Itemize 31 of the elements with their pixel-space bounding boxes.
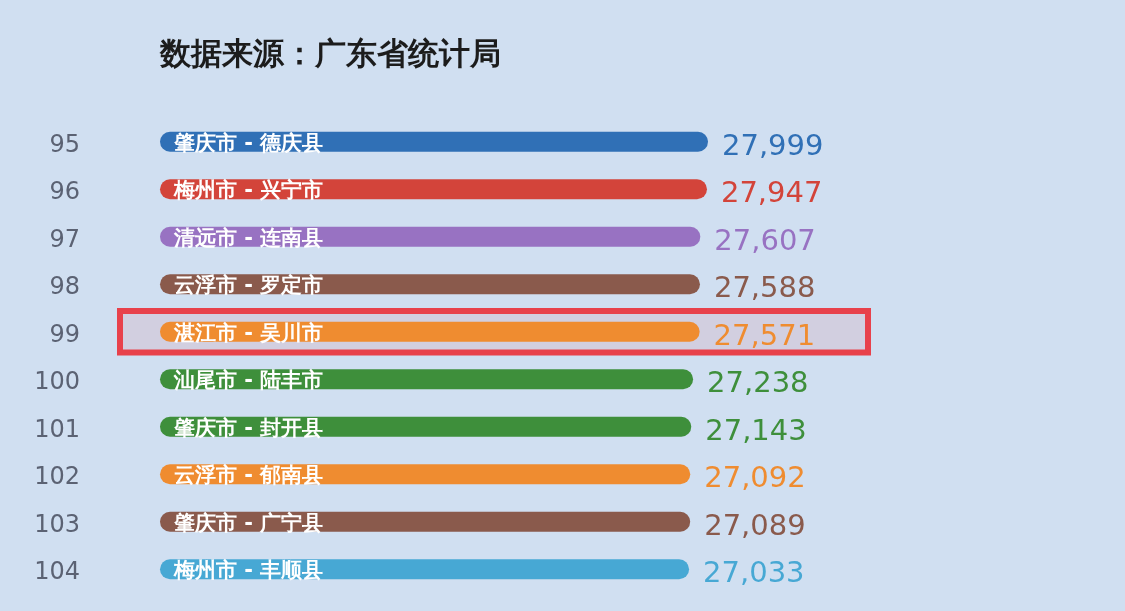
category-label: 101: [34, 414, 80, 443]
category-label: 104: [34, 557, 80, 586]
series-name: 云浮市 - 罗定市: [174, 273, 324, 298]
category-label: 98: [49, 272, 80, 301]
series-name: 梅州市 - 丰顺县: [174, 558, 324, 583]
value-label: 27,238: [707, 365, 809, 400]
value-label: 27,999: [722, 127, 824, 162]
category-label: 103: [34, 509, 80, 538]
category-label: 97: [49, 224, 80, 253]
series-name: 梅州市 - 兴宁市: [174, 178, 324, 203]
value-label: 27,033: [703, 555, 805, 590]
category-label: 95: [49, 129, 80, 158]
value-label: 27,571: [713, 317, 816, 352]
series-name: 湛江市 - 吴川市: [174, 320, 324, 345]
series-name: 肇庆市 - 德庆县: [174, 130, 324, 155]
category-label: 96: [49, 177, 80, 206]
series-name: 肇庆市 - 广宁县: [174, 510, 324, 535]
value-label: 27,947: [721, 175, 823, 210]
category-label: 102: [34, 462, 80, 491]
category-label: 100: [34, 367, 80, 396]
series-name: 肇庆市 - 封开县: [174, 415, 324, 440]
value-label: 27,588: [713, 270, 816, 305]
value-label: 27,092: [704, 460, 806, 495]
series-name: 云浮市 - 郁南县: [174, 463, 324, 488]
series-name: 清远市 - 连南县: [174, 225, 324, 250]
value-label: 27,607: [714, 222, 816, 257]
title: 数据来源：广东省统计局: [160, 35, 501, 71]
series-name: 汕尾市 - 陆丰市: [174, 368, 324, 393]
category-label: 99: [49, 319, 80, 348]
value-label: 27,143: [705, 412, 807, 447]
value-label: 27,089: [704, 507, 806, 542]
